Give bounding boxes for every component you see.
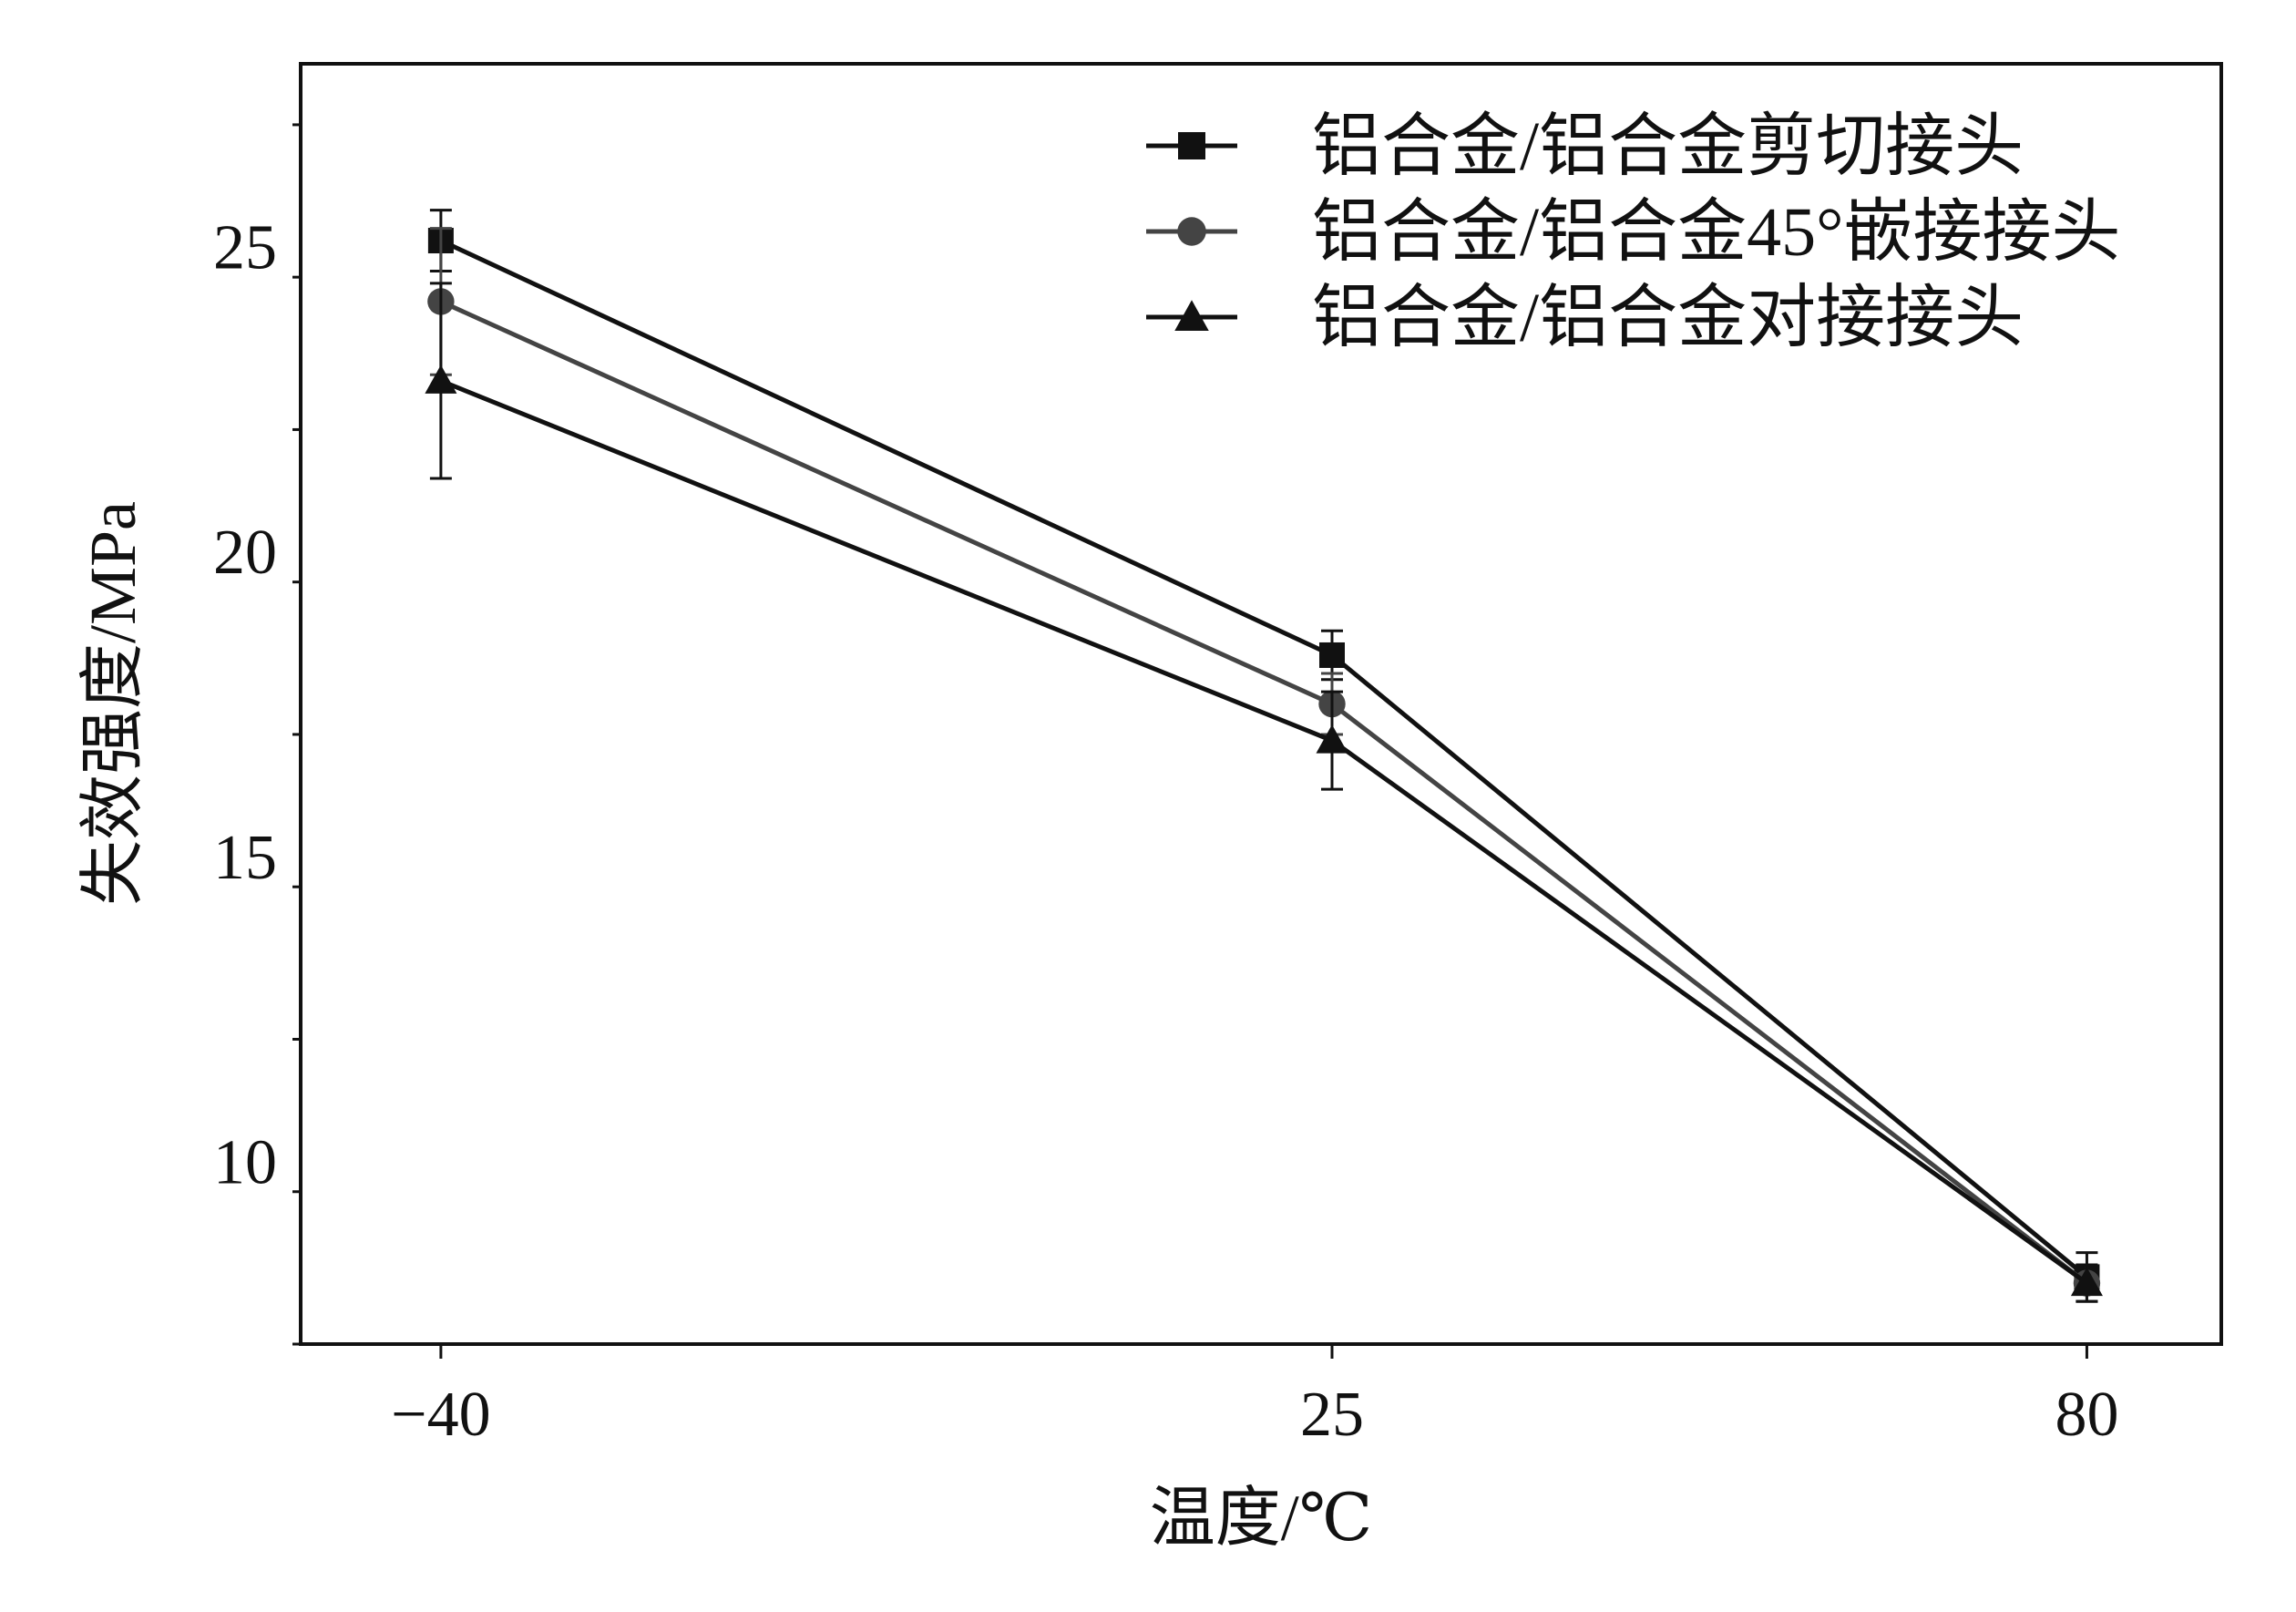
axis-layer: 10 15 20 25 −40 25 80 <box>213 123 2118 1450</box>
y-tick-label: 25 <box>213 213 277 283</box>
x-tick-label: 80 <box>2055 1380 2118 1450</box>
data-point <box>1318 642 1345 668</box>
data-point <box>425 364 457 394</box>
legend-label: 铝合金/铝合金45°嵌接接头 <box>1312 194 2121 271</box>
x-tick-label: 25 <box>1300 1380 1364 1450</box>
y-axis-label: 失效强度/MPa <box>77 501 149 906</box>
legend-marker <box>1177 217 1206 246</box>
legend-label: 铝合金/铝合金对接接头 <box>1312 280 2024 356</box>
series-square <box>427 209 2100 1303</box>
series-circle <box>427 227 2101 1303</box>
y-tick-label: 15 <box>213 823 277 893</box>
data-point <box>1316 724 1348 754</box>
legend-marker <box>1174 300 1209 331</box>
y-tick-label: 20 <box>213 518 277 588</box>
series-triangle <box>425 282 2103 1303</box>
data-point <box>2070 1267 2103 1297</box>
x-tick-label: −40 <box>391 1380 490 1450</box>
series-line <box>439 378 2088 1286</box>
series-line <box>439 299 2088 1286</box>
legend-label: 铝合金/铝合金剪切接头 <box>1312 108 2024 185</box>
series-line <box>439 238 2089 1279</box>
x-axis-label: 温度/℃ <box>1150 1482 1373 1555</box>
legend-marker <box>1178 132 1205 159</box>
series-layer <box>425 209 2103 1303</box>
y-tick-label: 10 <box>213 1127 277 1197</box>
plot-frame <box>299 62 2223 1346</box>
